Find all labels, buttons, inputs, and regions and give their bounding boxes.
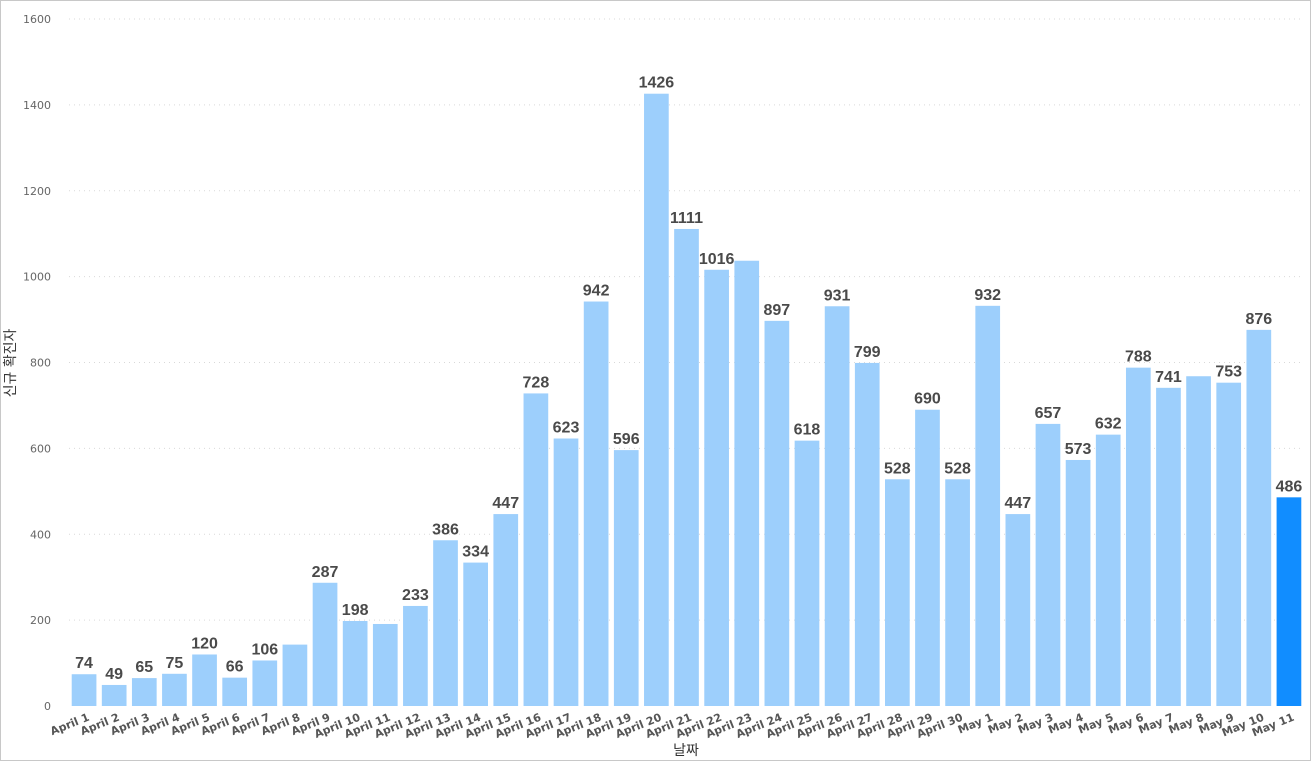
data-label: 49: [105, 666, 123, 683]
bar[interactable]: [553, 438, 579, 706]
bar[interactable]: [945, 479, 970, 706]
bar[interactable]: [1216, 382, 1242, 706]
bars: [71, 93, 1302, 707]
gridlines: [69, 18, 1304, 621]
y-axis-ticks: 0 200 400 600 800 1000 1200 1400 1600: [23, 13, 51, 713]
bar[interactable]: [222, 677, 248, 706]
data-label: 788: [1125, 349, 1152, 366]
y-tick-label: 1400: [23, 99, 51, 112]
y-tick-label: 200: [30, 614, 51, 627]
data-label: 386: [432, 521, 459, 538]
data-label: 75: [166, 655, 184, 672]
y-tick-label: 400: [30, 528, 51, 541]
data-label: 931: [824, 287, 851, 304]
bar[interactable]: [1246, 329, 1272, 706]
bar[interactable]: [1276, 497, 1302, 706]
bar[interactable]: [975, 305, 1001, 706]
data-label: 728: [523, 374, 550, 391]
bar[interactable]: [915, 409, 940, 706]
data-label: 942: [583, 283, 610, 300]
data-label: 632: [1095, 416, 1122, 433]
data-label: 66: [226, 659, 244, 676]
bar[interactable]: [704, 269, 729, 706]
bar[interactable]: [613, 450, 639, 706]
data-label: 623: [553, 419, 580, 436]
bar[interactable]: [372, 623, 398, 706]
bar[interactable]: [583, 301, 609, 706]
bar[interactable]: [312, 582, 338, 706]
data-label: 447: [1004, 495, 1031, 512]
bar[interactable]: [824, 306, 850, 706]
bar[interactable]: [1065, 459, 1091, 706]
data-label: 876: [1245, 311, 1272, 328]
bar[interactable]: [885, 479, 910, 706]
data-label: 753: [1215, 364, 1242, 381]
bar[interactable]: [794, 440, 820, 706]
data-label: 573: [1065, 441, 1092, 458]
y-tick-label: 1200: [23, 185, 51, 198]
bar[interactable]: [192, 654, 217, 706]
data-label: 74: [75, 655, 93, 672]
bar[interactable]: [71, 674, 97, 706]
y-tick-label: 1000: [23, 271, 51, 284]
x-axis-title: 날짜: [673, 743, 699, 759]
bar[interactable]: [493, 514, 519, 706]
y-tick-label: 600: [30, 442, 51, 455]
data-label: 447: [492, 495, 519, 512]
data-label: 1111: [670, 210, 703, 227]
bar[interactable]: [433, 540, 458, 706]
data-label: 65: [135, 659, 153, 676]
bar[interactable]: [1035, 423, 1061, 706]
data-label: 741: [1155, 369, 1182, 386]
bar[interactable]: [162, 673, 187, 706]
y-tick-label: 800: [30, 357, 51, 370]
data-label: 799: [854, 344, 881, 361]
bar[interactable]: [342, 620, 368, 706]
data-label: 334: [462, 544, 489, 561]
data-label: 932: [974, 287, 1001, 304]
bar[interactable]: [523, 393, 549, 706]
bar[interactable]: [463, 562, 488, 706]
data-label: 618: [794, 422, 821, 439]
bar[interactable]: [1186, 376, 1211, 706]
bar[interactable]: [131, 678, 157, 706]
data-label: 287: [312, 564, 339, 581]
bar[interactable]: [854, 362, 880, 706]
y-tick-label: 1600: [23, 13, 51, 26]
data-label: 690: [914, 391, 941, 408]
bar[interactable]: [644, 93, 669, 707]
data-label: 528: [884, 460, 911, 477]
data-label: 657: [1035, 405, 1062, 422]
data-label: 106: [251, 641, 278, 658]
bar[interactable]: [764, 320, 790, 706]
y-tick-label: 0: [44, 700, 51, 713]
bar[interactable]: [252, 660, 278, 706]
y-axis-title: 신규 확진자: [3, 328, 19, 397]
data-label: 1426: [639, 75, 675, 92]
bar[interactable]: [734, 260, 760, 706]
bar[interactable]: [1125, 367, 1151, 706]
data-label: 233: [402, 587, 429, 604]
bar[interactable]: [101, 684, 127, 706]
data-label: 528: [944, 460, 971, 477]
data-label: 198: [342, 602, 369, 619]
data-label: 486: [1276, 478, 1303, 495]
bar[interactable]: [1005, 514, 1031, 706]
data-label: 897: [764, 302, 791, 319]
bar[interactable]: [403, 605, 428, 706]
bar[interactable]: [1156, 387, 1181, 706]
data-label: 120: [191, 635, 218, 652]
data-label: 596: [613, 431, 640, 448]
bar[interactable]: [1095, 434, 1121, 706]
bar[interactable]: [282, 644, 308, 706]
data-label: 1016: [699, 251, 735, 268]
bar[interactable]: [674, 228, 699, 707]
